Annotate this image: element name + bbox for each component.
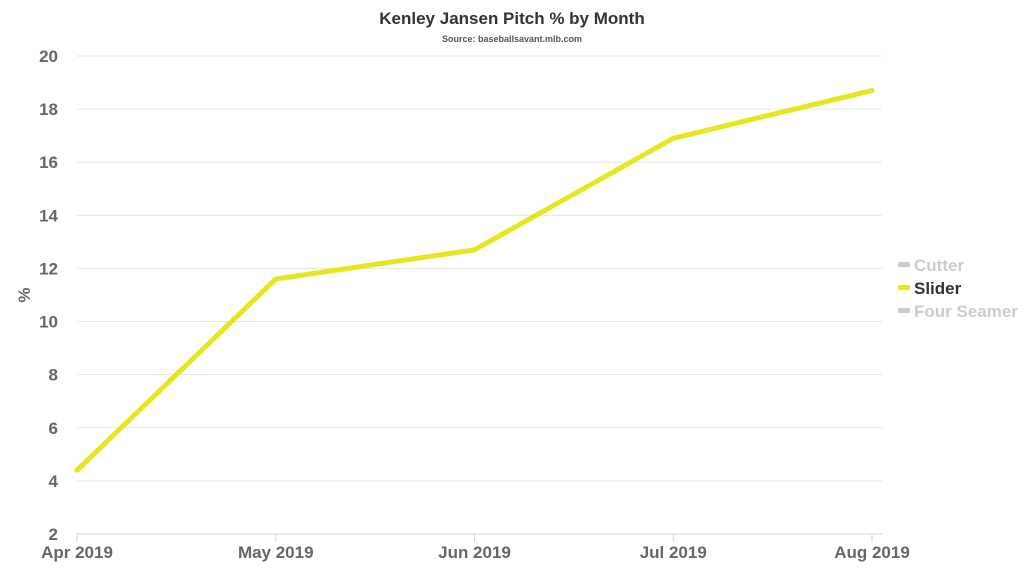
y-tick-label: 12: [39, 259, 58, 278]
y-tick-label: 8: [49, 366, 58, 385]
y-tick-label: 18: [39, 100, 58, 119]
chart-subtitle: Source: baseballsavant.mlb.com: [442, 34, 582, 44]
x-tick-label: Aug 2019: [834, 543, 910, 562]
legend-symbol: [898, 262, 910, 267]
series-line-slider[interactable]: [74, 88, 875, 473]
legend-symbol: [898, 308, 910, 313]
y-tick-label: 16: [39, 153, 58, 172]
legend-item[interactable]: Cutter: [914, 256, 964, 275]
chart-title: Kenley Jansen Pitch % by Month: [379, 9, 644, 28]
y-tick-label: 6: [49, 419, 58, 438]
y-tick-label: 2: [49, 525, 58, 544]
x-tick-label: Apr 2019: [41, 543, 113, 562]
y-tick-label: 10: [39, 313, 58, 332]
y-axis-label: %: [15, 287, 34, 302]
y-tick-label: 20: [39, 47, 58, 66]
x-tick-label: Jun 2019: [438, 543, 511, 562]
legend-item[interactable]: Slider: [914, 279, 962, 298]
x-tick-label: May 2019: [238, 543, 314, 562]
y-tick-label: 14: [39, 206, 58, 225]
legend-item[interactable]: Four Seamer: [914, 302, 1018, 321]
x-tick-label: Jul 2019: [640, 543, 707, 562]
legend-symbol: [898, 285, 910, 290]
y-tick-label: 4: [49, 472, 59, 491]
